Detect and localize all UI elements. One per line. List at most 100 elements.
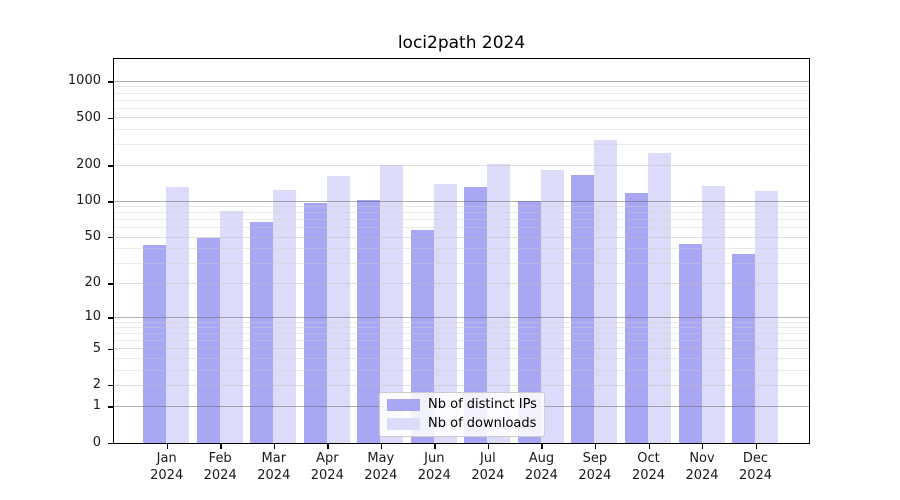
y-tick-mark-500 xyxy=(108,117,113,119)
legend-swatch-downloads xyxy=(387,418,420,430)
x-tick-mark-apr xyxy=(327,444,329,449)
x-label-month: Mar xyxy=(261,451,287,466)
x-tick-label-nov: Nov 2024 xyxy=(670,451,734,484)
legend-label-downloads: Nb of downloads xyxy=(428,416,537,431)
y-tick-label-1: 1 xyxy=(92,398,101,414)
x-tick-mark-nov xyxy=(702,444,704,449)
y-tick-mark-20 xyxy=(108,283,113,285)
gridline-90 xyxy=(114,206,809,208)
bar-downloads-mar xyxy=(273,190,297,443)
x-label-month: Aug xyxy=(528,451,555,466)
gridline-600 xyxy=(114,107,809,109)
gridline-3 xyxy=(114,369,809,371)
x-axis: Jan 2024 Feb 2024 Mar 2024 Apr 2024 May 2024 Jun 20… xyxy=(113,444,810,494)
chart-title: loci2path 2024 xyxy=(397,33,526,53)
bar-downloads-may xyxy=(380,164,404,443)
gridline-100 xyxy=(114,200,809,202)
x-label-month: Jun xyxy=(424,451,445,466)
y-tick-label-5: 5 xyxy=(92,340,101,356)
x-tick-label-may: May 2024 xyxy=(349,451,413,484)
bar-distinct-ips-aug xyxy=(517,200,541,443)
bar-downloads-apr xyxy=(326,175,350,443)
x-tick-label-feb: Feb 2024 xyxy=(188,451,252,484)
y-tick-label-0: 0 xyxy=(92,434,101,450)
gridline-4 xyxy=(114,357,809,359)
gridline-30 xyxy=(114,262,809,264)
y-tick-mark-50 xyxy=(108,237,113,239)
x-label-month: Feb xyxy=(208,451,232,466)
x-label-year: 2024 xyxy=(203,467,237,483)
legend: Nb of distinct IPs Nb of downloads xyxy=(379,392,545,437)
bar-distinct-ips-may xyxy=(357,200,381,443)
bar-distinct-ips-jul xyxy=(464,187,488,443)
bar-distinct-ips-nov xyxy=(678,244,702,443)
x-label-year: 2024 xyxy=(471,467,505,483)
x-label-year: 2024 xyxy=(150,467,184,483)
legend-row: Nb of distinct IPs xyxy=(387,397,544,413)
bar-downloads-sep xyxy=(594,139,618,443)
x-label-year: 2024 xyxy=(417,467,451,483)
gridline-60 xyxy=(114,227,809,229)
x-tick-mark-dec xyxy=(755,444,757,449)
x-label-year: 2024 xyxy=(364,467,398,483)
x-tick-label-aug: Aug 2024 xyxy=(509,451,573,484)
x-label-year: 2024 xyxy=(524,467,558,483)
x-tick-label-jun: Jun 2024 xyxy=(402,451,466,484)
x-label-year: 2024 xyxy=(631,467,666,483)
gridline-6 xyxy=(114,340,809,342)
x-label-month: Jan xyxy=(156,451,177,466)
gridline-70 xyxy=(114,219,809,221)
x-label-year: 2024 xyxy=(310,467,344,483)
x-label-year: 2024 xyxy=(578,467,612,483)
bar-distinct-ips-sep xyxy=(571,175,595,443)
x-tick-label-mar: Mar 2024 xyxy=(242,451,306,484)
y-tick-mark-2 xyxy=(108,385,113,387)
y-tick-label-100: 100 xyxy=(76,193,101,209)
x-label-month: Sep xyxy=(582,451,608,466)
x-tick-mark-jun xyxy=(434,444,436,449)
gridline-700 xyxy=(114,99,809,101)
y-tick-mark-1 xyxy=(108,406,113,408)
x-tick-label-oct: Oct 2024 xyxy=(617,451,681,484)
plot-area xyxy=(113,58,810,444)
x-label-year: 2024 xyxy=(685,467,719,483)
bar-distinct-ips-jan xyxy=(143,245,167,443)
bar-distinct-ips-oct xyxy=(624,192,648,443)
bar-downloads-jul xyxy=(487,163,511,443)
x-tick-mark-oct xyxy=(648,444,650,449)
x-tick-mark-feb xyxy=(220,444,222,449)
bar-distinct-ips-feb xyxy=(196,237,220,443)
gridline-9 xyxy=(114,321,809,323)
x-tick-label-dec: Dec 2024 xyxy=(724,451,788,484)
x-tick-label-sep: Sep 2024 xyxy=(563,451,627,484)
y-tick-label-2: 2 xyxy=(92,377,101,393)
bar-distinct-ips-apr xyxy=(303,203,327,443)
y-tick-label-50: 50 xyxy=(84,229,101,244)
gridline-5 xyxy=(114,348,809,350)
y-tick-mark-10 xyxy=(108,317,113,319)
gridline-200 xyxy=(114,164,809,166)
gridline-7 xyxy=(114,333,809,335)
x-tick-mark-aug xyxy=(541,444,543,449)
gridline-10 xyxy=(114,316,809,318)
x-label-month: Nov xyxy=(689,451,715,466)
gridline-2 xyxy=(114,384,809,386)
x-tick-mark-sep xyxy=(594,444,597,449)
gridline-300 xyxy=(114,143,809,145)
y-tick-mark-1000 xyxy=(108,81,113,83)
gridline-40 xyxy=(114,247,809,249)
x-tick-mark-mar xyxy=(273,444,276,449)
y-tick-label-1000: 1000 xyxy=(67,73,101,89)
x-tick-mark-may xyxy=(380,444,383,449)
y-tick-mark-0 xyxy=(108,442,113,444)
legend-swatch-distinct-ips xyxy=(387,399,420,411)
bar-downloads-aug xyxy=(540,170,564,443)
y-tick-mark-200 xyxy=(108,165,113,167)
gridline-400 xyxy=(114,128,809,130)
gridline-800 xyxy=(114,92,809,94)
x-label-year: 2024 xyxy=(738,467,773,483)
gridline-500 xyxy=(114,117,809,118)
x-label-month: May xyxy=(367,451,395,466)
gridline-50 xyxy=(114,236,809,238)
